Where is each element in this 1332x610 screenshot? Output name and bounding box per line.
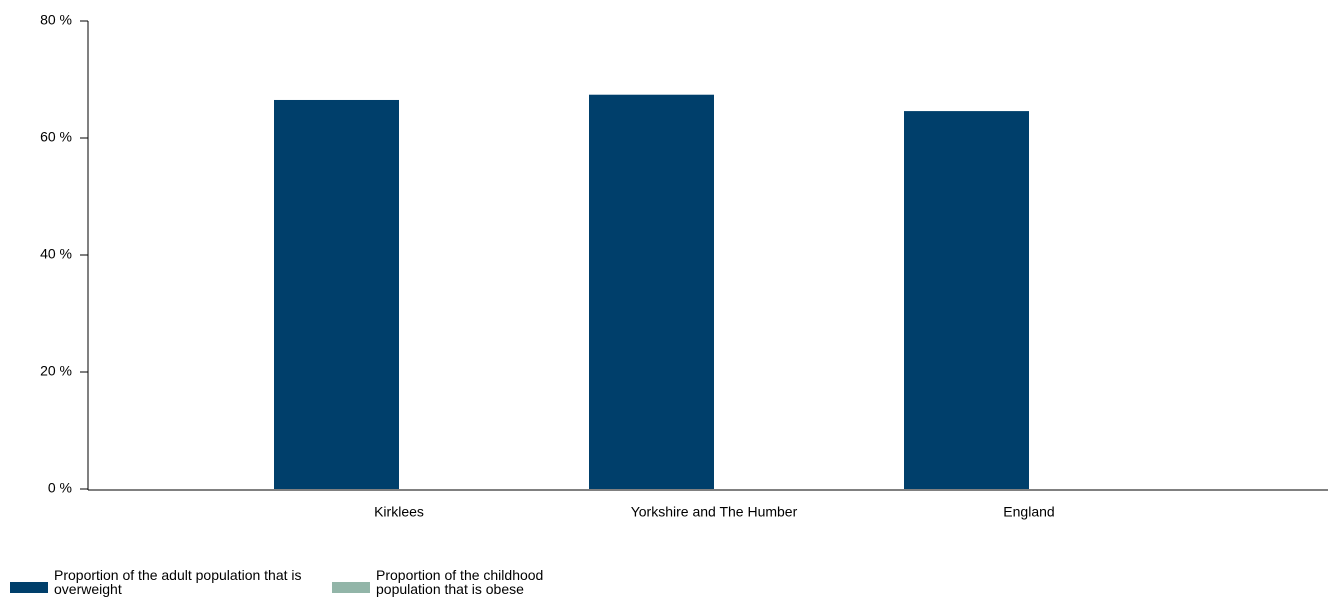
legend-item: Proportion of the childhood population t… xyxy=(332,568,596,596)
y-tick-label: 40 % xyxy=(40,246,72,262)
x-tick-label: Kirklees xyxy=(374,504,424,520)
legend-item: Proportion of the adult population that … xyxy=(10,568,314,596)
bar xyxy=(589,94,714,490)
y-tick-label: 0 % xyxy=(48,480,72,496)
legend-label: Proportion of the childhood population t… xyxy=(376,567,544,597)
bar xyxy=(274,99,399,489)
x-tick-label: England xyxy=(1003,504,1054,520)
x-tick-label: Yorkshire and The Humber xyxy=(631,504,798,520)
legend-label: Proportion of the adult population that … xyxy=(54,567,302,597)
y-tick-label: 20 % xyxy=(40,363,72,379)
bar xyxy=(904,111,1029,489)
legend-swatch xyxy=(10,582,48,593)
legend: Proportion of the adult population that … xyxy=(10,568,596,596)
y-tick-label: 60 % xyxy=(40,129,72,145)
chart: 0 % 20 % 40 % 60 % 80 % Kirklees Yorkshire and… xyxy=(40,12,1328,520)
legend-swatch xyxy=(332,582,370,593)
y-tick-label: 80 % xyxy=(40,12,72,28)
